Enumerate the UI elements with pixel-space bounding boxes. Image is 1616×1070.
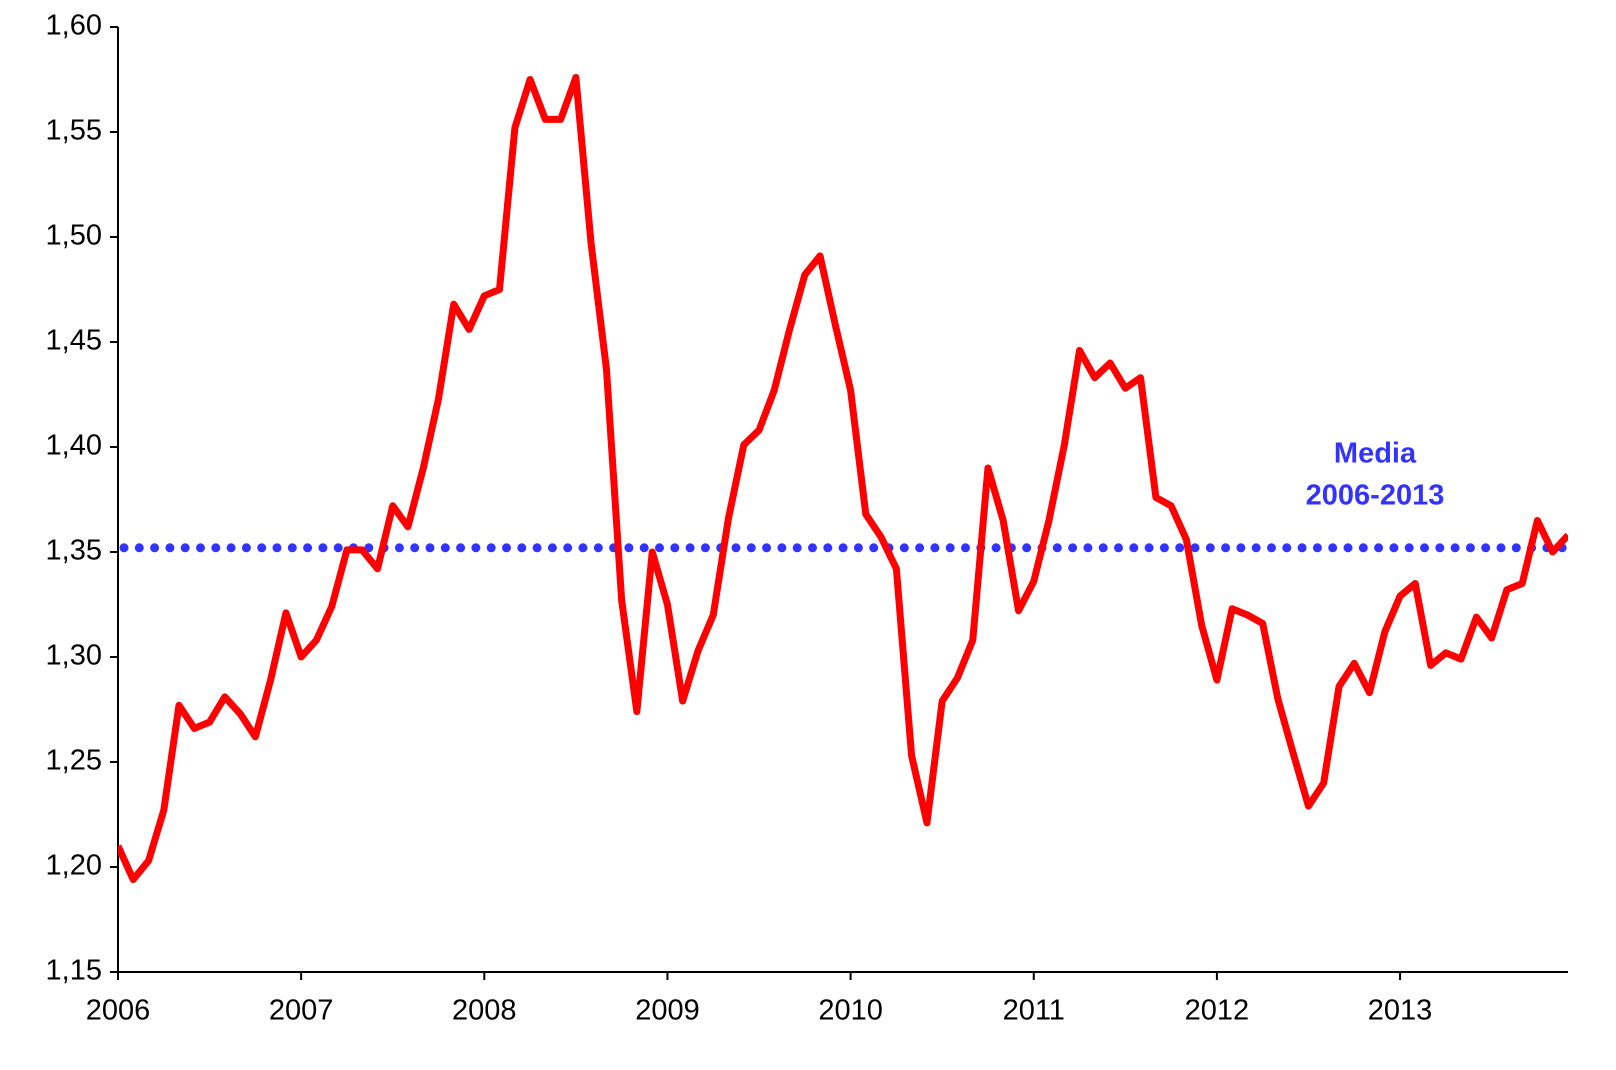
x-tick-label: 2007	[269, 995, 334, 1027]
x-tick-label: 2013	[1368, 995, 1433, 1027]
x-tick-label: 2012	[1185, 995, 1250, 1027]
x-tick-label: 2010	[818, 995, 883, 1027]
data-line	[118, 73, 1568, 884]
y-tick-label: 1,50	[46, 220, 102, 252]
y-tick-label: 1,60	[46, 10, 102, 42]
y-tick-label: 1,15	[46, 955, 102, 987]
annotation: Media	[1334, 438, 1417, 470]
x-tick-label: 2009	[635, 995, 700, 1027]
y-tick-label: 1,55	[46, 115, 102, 147]
y-tick-label: 1,40	[46, 430, 102, 462]
x-tick-label: 2011	[1003, 995, 1065, 1027]
x-tick-label: 2006	[86, 995, 151, 1027]
x-tick-label: 2008	[452, 995, 517, 1027]
y-tick-label: 1,20	[46, 850, 102, 882]
y-tick-label: 1,30	[46, 640, 102, 672]
y-tick-label: 1,35	[46, 535, 102, 567]
annotation: 2006-2013	[1306, 480, 1445, 512]
y-tick-label: 1,25	[46, 745, 102, 777]
y-tick-label: 1,45	[46, 325, 102, 357]
